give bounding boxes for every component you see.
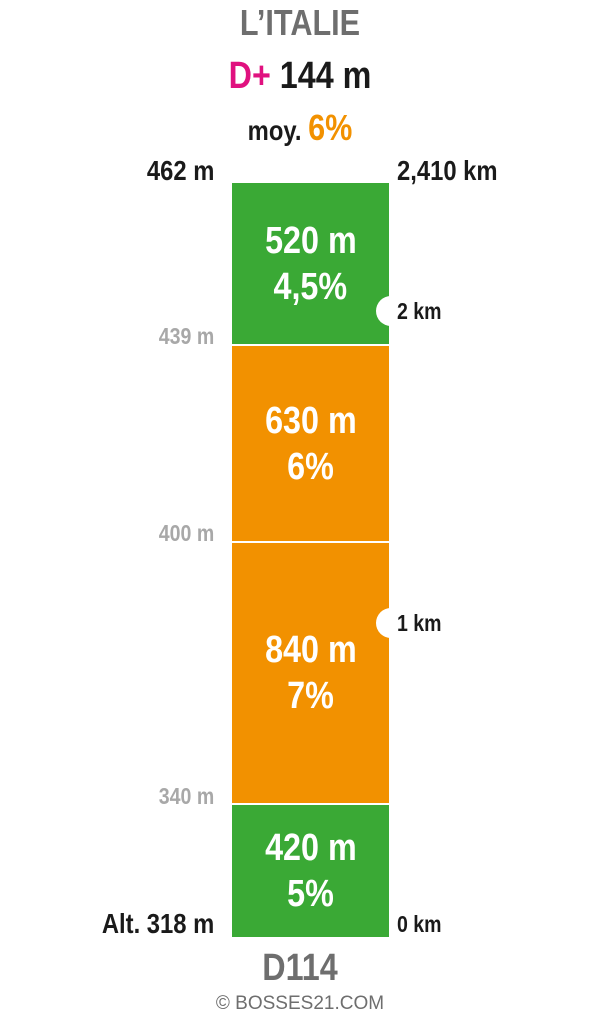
segment-gradient: 6% (287, 445, 334, 488)
segment-divider (232, 541, 389, 543)
total-distance: 2,410 km (397, 155, 498, 186)
road-name: D114 (262, 947, 338, 989)
climb-segment-3: 840 m 7% (232, 542, 389, 804)
elevation-gain: D+ 144 m (45, 55, 555, 98)
top-altitude: 462 m (146, 155, 214, 186)
km-mark: 2 km (397, 298, 442, 324)
climb-segment-1: 520 m 4,5% (232, 183, 389, 345)
segment-length: 630 m (264, 399, 357, 442)
km-marker-notch (376, 608, 406, 638)
km-marker-notch (376, 296, 406, 326)
altitude-mark: 400 m (158, 520, 214, 546)
segment-length: 840 m (264, 629, 357, 671)
climb-title: L’ITALIE (239, 2, 361, 43)
km-mark: 1 km (397, 610, 442, 636)
altitude-mark: 340 m (158, 783, 214, 809)
segment-gradient: 7% (287, 675, 334, 717)
segment-length: 520 m (264, 220, 357, 262)
segment-gradient: 4,5% (273, 266, 348, 308)
climb-segment-2: 630 m 6% (232, 345, 389, 542)
elevation-gain-label: D+ (228, 55, 271, 97)
average-gradient-value: 6% (308, 107, 353, 148)
segment-divider (232, 803, 389, 805)
start-distance: 0 km (397, 911, 442, 937)
bottom-altitude: Alt. 318 m (101, 908, 214, 939)
credit-text: © BOSSES21.COM (215, 993, 385, 1014)
segment-divider (232, 344, 389, 346)
elevation-gain-value: 144 m (279, 55, 372, 97)
average-gradient: moy. 6% (45, 107, 555, 149)
climb-segment-4: 420 m 5% (232, 804, 389, 937)
segment-gradient: 5% (287, 872, 334, 915)
altitude-mark: 439 m (158, 323, 214, 349)
average-gradient-label: moy. (247, 115, 302, 146)
segment-length: 420 m (264, 826, 357, 869)
